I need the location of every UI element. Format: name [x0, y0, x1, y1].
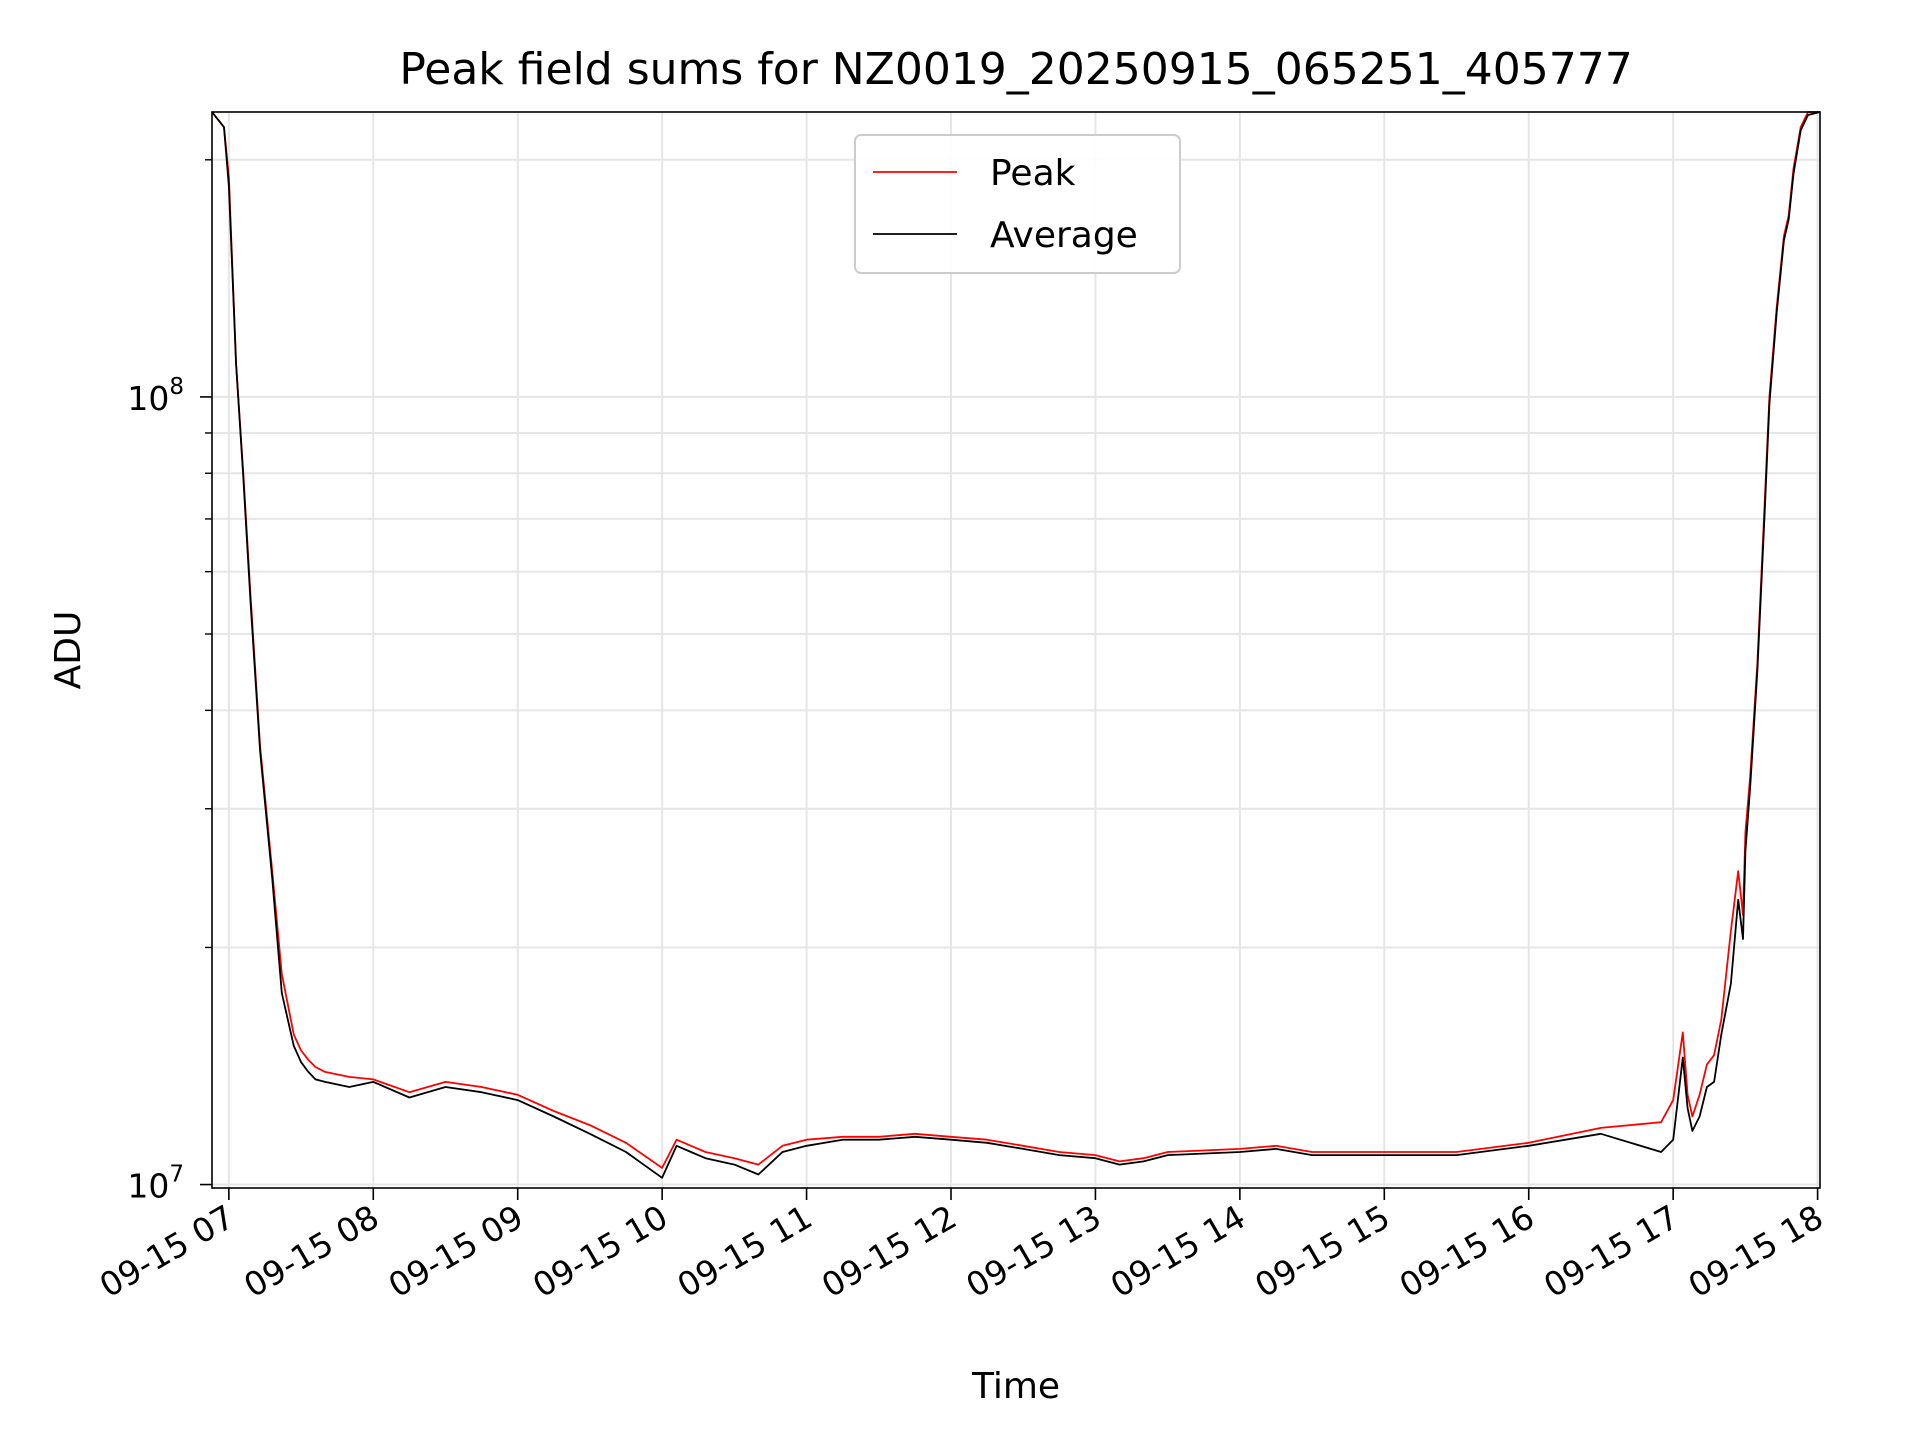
chart-title: Peak field sums for NZ0019_20250915_0652…: [399, 44, 1632, 95]
grid-lines: [212, 112, 1820, 1188]
y-tick-label: 107: [127, 1162, 184, 1206]
plot-frame: [211, 111, 1821, 1189]
legend: Peak Average: [854, 134, 1181, 274]
y-tick-label: 108: [127, 374, 184, 418]
y-axis: 107 108: [127, 159, 212, 1206]
x-axis-label: Time: [971, 1366, 1060, 1407]
legend-box: [854, 134, 1181, 274]
plot-area: [212, 112, 1820, 1188]
legend-label-average: Average: [990, 215, 1138, 256]
series-line-average: [211, 111, 1821, 1179]
legend-label-peak: Peak: [990, 153, 1076, 194]
y-axis-label: ADU: [48, 611, 89, 690]
series-layer: [211, 111, 1821, 1179]
